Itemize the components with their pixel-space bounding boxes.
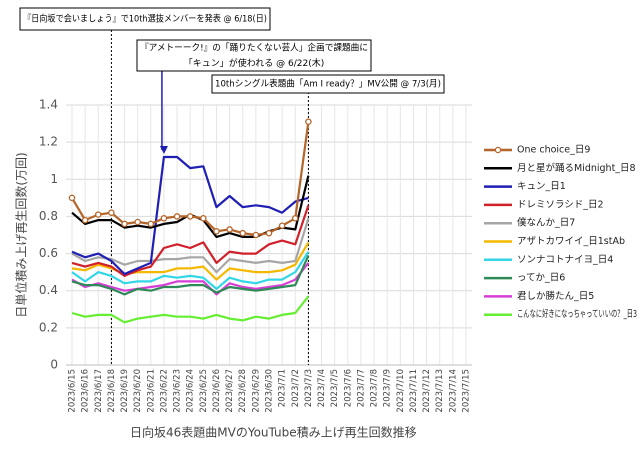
point xyxy=(200,215,207,222)
y-tick-label: 0.2 xyxy=(39,320,58,334)
x-tick-label: 2023/6/21 xyxy=(146,369,156,413)
point xyxy=(213,228,220,235)
point xyxy=(108,209,115,216)
y-axis-title: 日単位積み上げ再生回数(万回) xyxy=(14,152,29,317)
point xyxy=(147,220,155,228)
annotation-box xyxy=(136,39,372,72)
legend-label: 僕なんか_日7 xyxy=(517,217,575,229)
x-tick-label: 2023/7/13 xyxy=(435,369,445,413)
x-tick-label: 2023/7/10 xyxy=(396,369,406,413)
x-tick-label: 2023/6/20 xyxy=(133,369,143,413)
x-tick-label: 2023/6/26 xyxy=(212,369,222,413)
y-tick-label: 1.4 xyxy=(39,98,58,112)
x-tick-label: 2023/7/8 xyxy=(370,369,380,407)
x-tick-label: 2023/7/4 xyxy=(317,369,327,407)
x-tick-label: 2023/6/28 xyxy=(238,369,248,413)
legend-label: 君しか勝たん_日5 xyxy=(517,290,594,302)
annotation-text: 『日向坂で会いましょう』で10th選抜メンバーを発表 @ 6/18(日) xyxy=(23,13,267,25)
x-tick-label: 2023/7/7 xyxy=(356,369,366,407)
point xyxy=(265,229,273,237)
point xyxy=(226,226,233,233)
x-tick-label: 2023/6/19 xyxy=(120,369,130,413)
y-tick-label: 0.8 xyxy=(39,209,58,223)
y-tick-label: 1 xyxy=(50,172,58,186)
point xyxy=(186,213,194,220)
point xyxy=(239,229,246,237)
series-line xyxy=(71,217,310,274)
legend-marker xyxy=(494,146,502,154)
series-line xyxy=(71,254,310,296)
point xyxy=(292,215,299,222)
point xyxy=(68,194,76,202)
legend-label: ドレミソラシド_日2 xyxy=(517,199,604,210)
x-tick-label: 2023/6/18 xyxy=(107,369,117,413)
y-tick-label: 1.2 xyxy=(39,135,58,149)
legend-label: アザトカワイイ_日1stAb xyxy=(517,236,625,247)
x-tick-label: 2023/6/24 xyxy=(186,369,196,413)
legend-label: 月と星が踊るMidnight_日8 xyxy=(517,162,636,174)
point xyxy=(95,211,102,218)
x-tick-label: 2023/7/1 xyxy=(278,369,288,407)
x-tick-label: 2023/7/3 xyxy=(304,369,314,407)
x-tick-label: 2023/7/14 xyxy=(448,369,458,413)
annotation-text: 『アメトーーク!』の「踊りたくない芸人」企画で課題曲に xyxy=(140,41,368,53)
x-tick-label: 2023/6/17 xyxy=(94,369,104,413)
x-tick-label: 2023/6/16 xyxy=(81,369,91,413)
annotation-box xyxy=(19,7,271,31)
point xyxy=(252,231,260,239)
legend-label: ってか_日6 xyxy=(517,273,565,284)
point xyxy=(173,213,181,220)
point xyxy=(121,220,128,228)
annotation-text: 10thシングル表題曲「Am I ready？」MV公開 @ 7/3(月) xyxy=(215,78,441,90)
y-tick-label: 0.6 xyxy=(39,246,58,260)
x-tick-label: 2023/7/9 xyxy=(383,369,393,407)
point xyxy=(81,216,89,224)
series-line xyxy=(71,241,310,281)
point xyxy=(160,215,168,222)
point xyxy=(134,218,141,226)
series-line xyxy=(71,204,310,277)
legend-label: ソンナコトナイヨ_日4 xyxy=(517,254,613,265)
x-tick-label: 2023/6/15 xyxy=(68,369,78,413)
x-tick-label: 2023/7/15 xyxy=(462,369,472,413)
x-tick-label: 2023/6/27 xyxy=(225,369,235,413)
y-tick-label: 0.4 xyxy=(39,283,58,297)
series-line xyxy=(71,295,310,324)
series-line xyxy=(71,155,309,276)
annotation-box xyxy=(211,74,445,94)
x-tick-label: 2023/7/5 xyxy=(330,369,340,407)
x-tick-label: 2023/6/25 xyxy=(199,369,209,413)
series-line xyxy=(71,251,310,290)
legend-label: One choice_日9 xyxy=(517,145,590,156)
x-tick-label: 2023/7/11 xyxy=(409,369,419,413)
legend-label: こんなに好きになっちゃっていいの？_日3 xyxy=(517,308,637,320)
y-tick-label: 0 xyxy=(50,358,58,372)
x-tick-label: 2023/7/12 xyxy=(422,369,432,413)
point xyxy=(305,118,312,125)
x-axis-title: 日向坂46表題曲MVのYouTube積み上げ再生回数推移 xyxy=(130,425,417,440)
x-tick-label: 2023/6/30 xyxy=(265,369,275,413)
legend-label: キュン_日1 xyxy=(517,181,566,192)
series-line xyxy=(71,262,310,296)
x-tick-label: 2023/7/2 xyxy=(291,369,301,407)
x-tick-label: 2023/6/23 xyxy=(173,369,183,413)
annotation-text: 「キュン」が使われる @ 6/22(木) xyxy=(184,57,325,69)
point xyxy=(278,222,286,229)
x-tick-label: 2023/6/29 xyxy=(251,369,261,413)
x-tick-label: 2023/6/22 xyxy=(159,369,169,413)
x-tick-label: 2023/7/6 xyxy=(343,369,353,407)
